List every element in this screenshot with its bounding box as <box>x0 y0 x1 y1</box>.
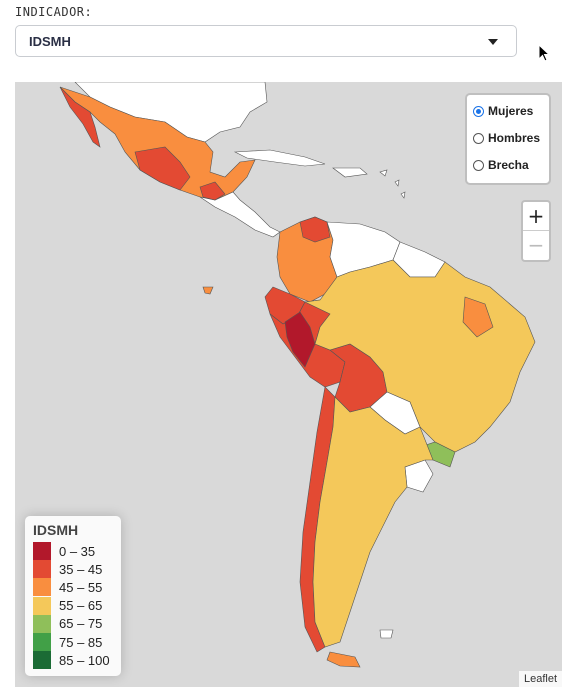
central-america-region <box>199 191 281 238</box>
radio-brecha[interactable] <box>473 159 484 171</box>
layer-label-brecha: Brecha <box>488 158 529 172</box>
legend-item: 45 – 55 <box>33 578 103 597</box>
hispaniola-island <box>332 167 368 178</box>
falkland-islands <box>379 629 394 639</box>
argentina-region <box>312 396 434 648</box>
attribution-link[interactable]: Leaflet <box>518 671 562 687</box>
legend-range: 45 – 55 <box>59 579 103 595</box>
legend-range: 0 – 35 <box>59 543 96 559</box>
layer-label-hombres: Hombres <box>488 131 541 145</box>
legend-item: 35 – 45 <box>33 560 103 579</box>
legend-range: 35 – 45 <box>59 561 103 577</box>
legend-range: 55 – 65 <box>59 598 103 614</box>
colombia-north-region <box>299 216 331 243</box>
tierra-del-fuego <box>326 651 361 668</box>
peru-dark-region <box>284 311 316 368</box>
legend-swatch <box>33 542 51 560</box>
map-container[interactable]: Mujeres Hombres Brecha + − IDSMH 0 – 35 3… <box>15 82 562 687</box>
layer-option-mujeres[interactable]: Mujeres <box>473 104 533 118</box>
legend-swatch <box>33 578 51 597</box>
chevron-down-icon <box>488 39 498 45</box>
radio-hombres[interactable] <box>473 132 484 144</box>
legend-swatch <box>33 596 51 615</box>
layer-option-hombres[interactable]: Hombres <box>473 131 540 145</box>
legend-range: 75 – 85 <box>59 634 103 650</box>
legend-swatch <box>33 633 51 651</box>
legend-swatch <box>33 651 51 670</box>
zoom-in-button[interactable]: + <box>523 202 549 231</box>
mouse-cursor-icon <box>538 44 550 62</box>
mexico-south-region <box>134 146 191 191</box>
layer-label-mujeres: Mujeres <box>488 104 534 118</box>
legend-item: 75 – 85 <box>33 633 102 651</box>
radio-mujeres[interactable] <box>473 105 484 117</box>
guatemala-region <box>199 181 226 201</box>
baja-region <box>59 86 101 148</box>
galapagos-islands <box>202 286 214 295</box>
legend-title: IDSMH <box>33 522 79 538</box>
legend-item: 55 – 65 <box>33 596 103 615</box>
zoom-control: + − <box>521 200 551 262</box>
legend-swatch <box>33 614 51 633</box>
legend-swatch <box>33 560 51 579</box>
caribbean-islands <box>379 169 406 199</box>
cuba-island <box>233 149 326 167</box>
map-legend: IDSMH 0 – 35 35 – 45 45 – 55 55 – 65 65 – 75… <box>25 516 121 676</box>
legend-range: 85 – 100 <box>59 652 110 668</box>
legend-range: 65 – 75 <box>59 616 103 632</box>
indicator-select[interactable]: IDSMH <box>15 25 517 57</box>
indicator-select-value: IDSMH <box>29 34 71 49</box>
layer-control: Mujeres Hombres Brecha <box>465 93 551 185</box>
layer-option-brecha[interactable]: Brecha <box>473 158 529 172</box>
legend-item: 85 – 100 <box>33 651 110 670</box>
legend-item: 65 – 75 <box>33 614 103 633</box>
brazil-northeast-region <box>462 296 494 338</box>
legend-item: 0 – 35 <box>33 542 95 560</box>
zoom-out-button[interactable]: − <box>527 233 545 257</box>
indicator-label: INDICADOR: <box>15 5 93 19</box>
mexico-region <box>59 86 256 201</box>
